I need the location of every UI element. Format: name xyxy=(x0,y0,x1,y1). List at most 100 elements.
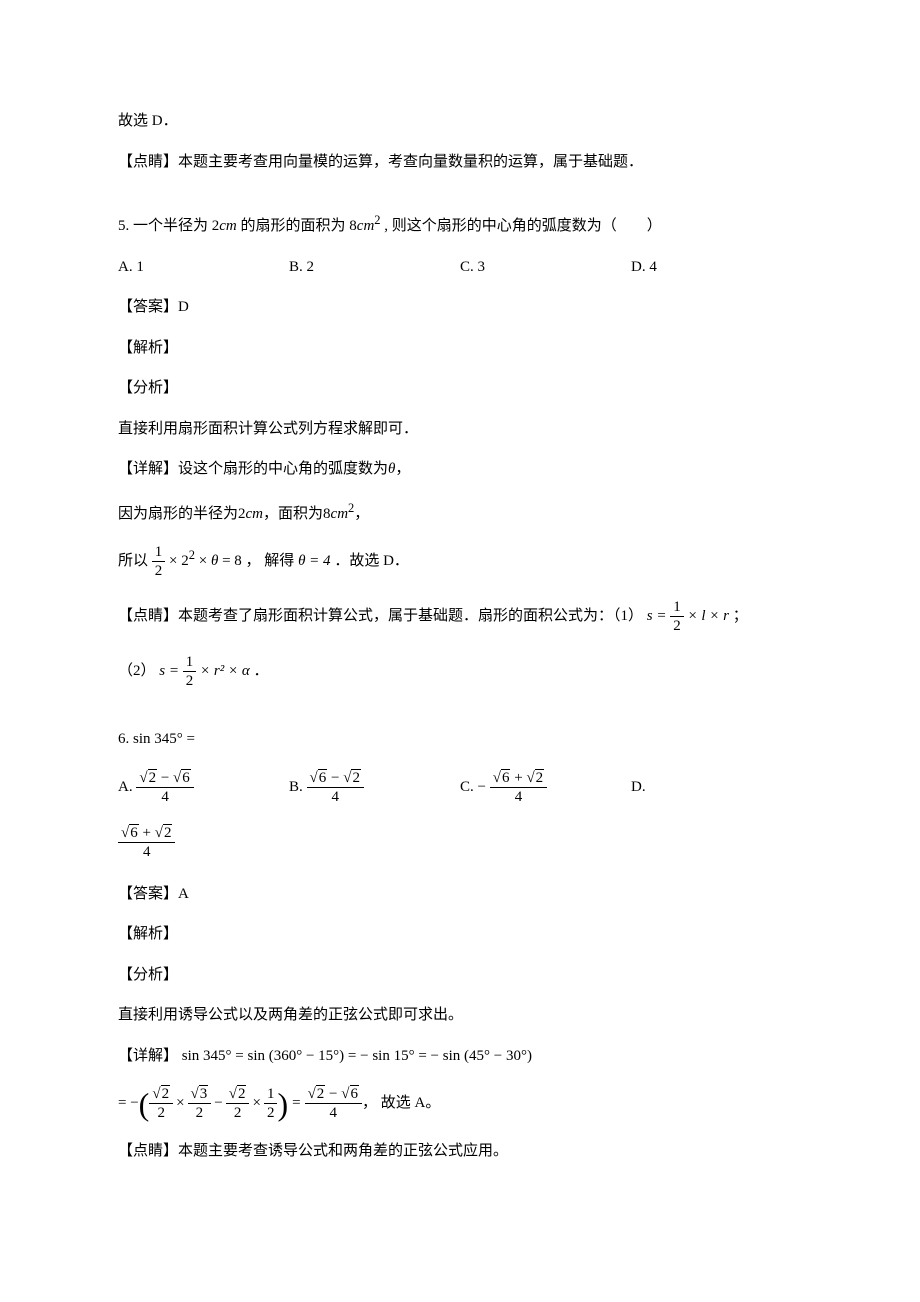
num: 2 − 6 xyxy=(136,769,193,788)
q6-jiexi: 【解析】 xyxy=(118,923,802,946)
q5-l3-mid: ， 解得 xyxy=(246,553,295,569)
q5-l2-post: ， xyxy=(354,506,369,522)
q6-option-d: 6 + 2 4 xyxy=(118,824,802,861)
q5-dj2-post: ． xyxy=(253,663,268,679)
op: × xyxy=(173,1092,187,1115)
op: × xyxy=(249,1092,263,1115)
num: 6 + 2 xyxy=(490,769,547,788)
q5-l3-post: ．故选 D． xyxy=(334,553,409,569)
q6-dianjing: 【点睛】本题主要考查诱导公式和两角差的正弦公式应用。 xyxy=(118,1140,802,1163)
opt-c-frac: 6 + 2 4 xyxy=(490,769,547,806)
sep: ； xyxy=(733,608,748,624)
f2-frac: 12 xyxy=(183,653,197,690)
q6-answer-val: A xyxy=(178,886,189,902)
q5-l2-mid: ，面积为 xyxy=(263,506,323,522)
q6-detail-tail: ， 故选 A。 xyxy=(362,1092,440,1115)
q5-l2-pre: 因为扇形的半径为 xyxy=(118,506,238,522)
den: 2 xyxy=(188,1104,212,1122)
q6-stem: 6. sin 345° = xyxy=(118,728,802,751)
q6-option-d-label: D. xyxy=(631,776,802,799)
den: 2 xyxy=(670,617,684,635)
den: 4 xyxy=(490,788,547,806)
num: 3 xyxy=(188,1085,212,1104)
q5-stem-pre: 一个半径为 xyxy=(133,218,208,234)
q5-number: 5. xyxy=(118,218,129,234)
q5-detail-2: 因为扇形的半径为2cm，面积为8cm2， xyxy=(118,499,802,526)
q5-stem-mid: 的扇形的面积为 xyxy=(241,218,346,234)
eq2-t3: 22 xyxy=(226,1085,250,1122)
opt-c-label: C. xyxy=(460,778,474,794)
q5-stem-post: , 则这个扇形的中心角的弧度数为（ ） xyxy=(384,218,662,234)
eq2-t1: 22 xyxy=(149,1085,173,1122)
num: 1 xyxy=(183,653,197,672)
q5-fenxi-text: 直接利用扇形面积计算公式列方程求解即可． xyxy=(118,418,802,441)
q6-stem-math: sin 345° = xyxy=(133,731,195,747)
opt-d-label: D. xyxy=(631,779,646,795)
q5-detail-3: 所以 12 × 22 × θ = 8 ， 解得 θ = 4 ．故选 D． xyxy=(118,543,802,580)
q6-option-b: B. 6 − 2 4 xyxy=(289,769,460,806)
f1-rhs: × l × r xyxy=(688,608,730,624)
den: 2 xyxy=(226,1104,250,1122)
q5-dj-pre: 本题考查了扇形面积计算公式，属于基础题．扇形的面积公式为：（1） xyxy=(178,608,643,624)
op: − xyxy=(211,1092,225,1115)
num: 2 − 6 xyxy=(305,1085,362,1104)
q6-fenxi-text: 直接利用诱导公式以及两角差的正弦公式即可求出。 xyxy=(118,1004,802,1027)
q5-detail-1: 【详解】设这个扇形的中心角的弧度数为θ， xyxy=(118,458,802,481)
neg-sign: − xyxy=(478,778,486,794)
q5-radius: 2cm xyxy=(212,218,237,234)
den: 2 xyxy=(149,1104,173,1122)
q5-option-a: A. 1 xyxy=(118,256,289,279)
detail-label: 【详解】 xyxy=(118,1048,178,1064)
q5-stem: 5. 一个半径为 2cm 的扇形的面积为 8cm2 , 则这个扇形的中心角的弧度… xyxy=(118,211,802,238)
q5-eq-mid: × 22 × θ = 8 xyxy=(169,553,242,569)
q5-opt-b-val: 2 xyxy=(307,259,315,275)
num: 6 − 2 xyxy=(307,769,364,788)
q5-dj2-pre: （2） xyxy=(118,663,156,679)
q5-opt-d-val: 4 xyxy=(649,259,657,275)
q5-answer: 【答案】D xyxy=(118,296,802,319)
f1-frac: 12 xyxy=(670,598,684,635)
half-fraction: 12 xyxy=(152,543,166,580)
f2-lhs: s = xyxy=(159,663,179,679)
den: 2 xyxy=(183,672,197,690)
q5-l2-r: 2cm xyxy=(238,506,263,522)
eq-sign: = xyxy=(288,1092,304,1115)
f2-rhs: × r² × α xyxy=(200,663,250,679)
q5-opt-a-val: 1 xyxy=(136,259,144,275)
q6-fenxi: 【分析】 xyxy=(118,964,802,987)
num: 1 xyxy=(264,1085,278,1104)
prev-closing: 故选 D． xyxy=(118,110,802,133)
opt-d-frac: 6 + 2 4 xyxy=(118,824,175,861)
q6-option-c: C. − 6 + 2 4 xyxy=(460,769,631,806)
opt-a-label: A. xyxy=(118,778,133,794)
q5-jiexi: 【解析】 xyxy=(118,337,802,360)
eq2-prefix: = − xyxy=(118,1092,139,1115)
q5-detail-pre: 设这个扇形的中心角的弧度数为 xyxy=(178,461,388,477)
den: 2 xyxy=(264,1104,278,1122)
num: 6 + 2 xyxy=(118,824,175,843)
paren-close: ) xyxy=(277,1088,288,1120)
q5-l3-pre: 所以 xyxy=(118,553,148,569)
q5-option-c: C. 3 xyxy=(460,256,631,279)
q5-l2-a: 8cm2 xyxy=(323,506,354,522)
eq2-t4: 12 xyxy=(264,1085,278,1122)
q6-eq1: sin 345° = sin (360° − 15°) = − sin 15° … xyxy=(182,1048,532,1064)
num: 2 xyxy=(149,1085,173,1104)
f1-lhs: s = xyxy=(647,608,667,624)
opt-b-frac: 6 − 2 4 xyxy=(307,769,364,806)
q6-answer: 【答案】A xyxy=(118,883,802,906)
eq2-result: 2 − 6 4 xyxy=(305,1085,362,1122)
q5-option-d: D. 4 xyxy=(631,256,802,279)
eq2-t2: 32 xyxy=(188,1085,212,1122)
q5-dianjing-1: 【点睛】本题考查了扇形面积计算公式，属于基础题．扇形的面积公式为：（1） s =… xyxy=(118,598,802,635)
q5-options: A. 1 B. 2 C. 3 D. 4 xyxy=(118,256,802,279)
num: 1 xyxy=(152,543,166,562)
detail-label: 【详解】 xyxy=(118,461,178,477)
dianjing-label: 【点睛】 xyxy=(118,608,178,624)
q5-dianjing-2: （2） s = 12 × r² × α ． xyxy=(118,653,802,690)
q5-fenxi: 【分析】 xyxy=(118,377,802,400)
q6-options-row1: A. 2 − 6 4 B. 6 − 2 4 C. − 6 + 2 4 D. xyxy=(118,769,802,806)
q6-detail-1: 【详解】 sin 345° = sin (360° − 15°) = − sin… xyxy=(118,1045,802,1068)
q5-opt-c-val: 3 xyxy=(478,259,486,275)
q5-eq-sol: θ = 4 xyxy=(298,553,331,569)
